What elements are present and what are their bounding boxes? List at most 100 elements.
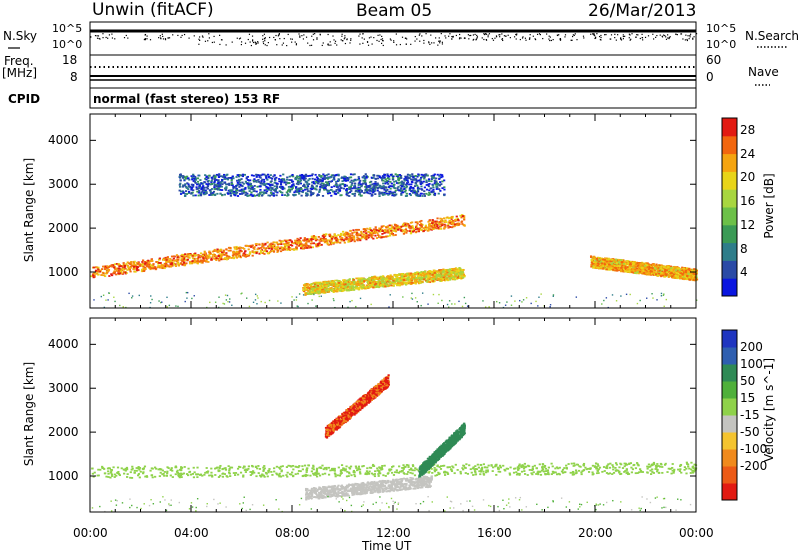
- heatmap-cell: [157, 264, 159, 266]
- heatmap-cell: [257, 248, 259, 250]
- heatmap-cell: [108, 275, 110, 277]
- heatmap-cell: [425, 193, 427, 195]
- heatmap-cell: [167, 256, 169, 258]
- heatmap-cell: [592, 257, 594, 259]
- nsky-point: [328, 34, 329, 35]
- nsky-point: [160, 38, 161, 39]
- heatmap-cell: [392, 230, 394, 232]
- heatmap-cell: [330, 240, 332, 242]
- nsky-point: [415, 36, 416, 37]
- heatmap-cell: [385, 283, 387, 285]
- heatmap-cell: [658, 273, 660, 275]
- nsky-point: [594, 35, 595, 36]
- heatmap-cell: [436, 272, 438, 274]
- nsky-point: [559, 38, 560, 39]
- heatmap-cell: [691, 270, 693, 272]
- nsky-point: [590, 34, 591, 35]
- nsky-point: [199, 36, 200, 37]
- nsky-point: [445, 37, 446, 38]
- heatmap-cell: [667, 268, 669, 270]
- nsky-point: [630, 40, 631, 41]
- heatmap-cell: [422, 228, 424, 230]
- nsky-point: [380, 39, 381, 40]
- heatmap-cell: [420, 224, 422, 226]
- nsky-point: [114, 38, 115, 39]
- heatmap-cell: [262, 252, 264, 254]
- heatmap-cell: [313, 235, 315, 237]
- heatmap-cell: [263, 250, 265, 252]
- heatmap-cell: [230, 257, 232, 259]
- heatmap-cell: [256, 191, 258, 193]
- heatmap-cell: [399, 284, 401, 286]
- heatmap-cell: [361, 282, 363, 284]
- heatmap-cell: [331, 242, 333, 244]
- heatmap-cell: [642, 267, 644, 269]
- heatmap-cell: [634, 272, 636, 274]
- nsky-point: [642, 39, 643, 40]
- heatmap-cell: [348, 283, 350, 285]
- heatmap-cell: [132, 268, 134, 270]
- heatmap-cell: [382, 230, 384, 232]
- heatmap-cell: [310, 243, 312, 245]
- heatmap-cell: [236, 251, 238, 253]
- heatmap-cell: [409, 274, 411, 276]
- nsky-point: [692, 39, 693, 40]
- heatmap-cell: [602, 261, 604, 263]
- heatmap-cell: [428, 185, 430, 187]
- heatmap-cell: [304, 294, 306, 296]
- heatmap-cell: [200, 260, 202, 262]
- nsky-point: [631, 33, 632, 34]
- heatmap-cell: [286, 242, 288, 244]
- nsky-point: [549, 36, 550, 37]
- nsky-point: [391, 40, 392, 41]
- nsky-point: [440, 41, 441, 42]
- nsky-point: [106, 37, 107, 38]
- heatmap-cell: [383, 232, 385, 234]
- heatmap-cell: [452, 220, 454, 222]
- heatmap-cell: [342, 286, 344, 288]
- heatmap-cell: [461, 223, 463, 225]
- heatmap-cell: [420, 177, 422, 179]
- heatmap-cell: [382, 283, 384, 285]
- nsky-point: [369, 37, 370, 38]
- nsky-point: [275, 35, 276, 36]
- heatmap-cell: [325, 234, 327, 236]
- nsky-point: [146, 38, 147, 39]
- heatmap-cell: [345, 285, 347, 287]
- heatmap-cell: [93, 267, 95, 269]
- nsky-point: [264, 34, 265, 35]
- heatmap-cell: [96, 267, 98, 269]
- heatmap-cell: [420, 274, 422, 276]
- nsky-point: [172, 34, 173, 35]
- heatmap-cell: [212, 256, 214, 258]
- nsky-point: [269, 37, 270, 38]
- heatmap-cell: [118, 266, 120, 268]
- nsky-point: [102, 33, 103, 34]
- nsky-point: [530, 34, 531, 35]
- nsky-point: [126, 35, 127, 36]
- nsky-point: [435, 37, 436, 38]
- nsky-point: [362, 43, 363, 44]
- heatmap-cell: [428, 281, 430, 283]
- heatmap-cell: [181, 257, 183, 259]
- heatmap-cell: [686, 275, 688, 277]
- heatmap-cell: [627, 270, 629, 272]
- heatmap-cell: [330, 195, 332, 197]
- heatmap-cell: [185, 262, 187, 264]
- nsky-point: [690, 34, 691, 35]
- heatmap-cell: [418, 229, 420, 231]
- heatmap-cell: [239, 250, 241, 252]
- nsky-point: [460, 38, 461, 39]
- heatmap-cell: [192, 260, 194, 262]
- heatmap-cell: [194, 253, 196, 255]
- heatmap-cell: [230, 250, 232, 252]
- nsky-point: [600, 35, 601, 36]
- heatmap-cell: [266, 250, 268, 252]
- heatmap-cell: [372, 287, 374, 289]
- heatmap-cell: [420, 186, 422, 188]
- nsky-point: [564, 36, 565, 37]
- nsky-point: [239, 38, 240, 39]
- heatmap-cell: [348, 279, 350, 281]
- heatmap-cell: [141, 269, 143, 271]
- heatmap-cell: [610, 265, 612, 267]
